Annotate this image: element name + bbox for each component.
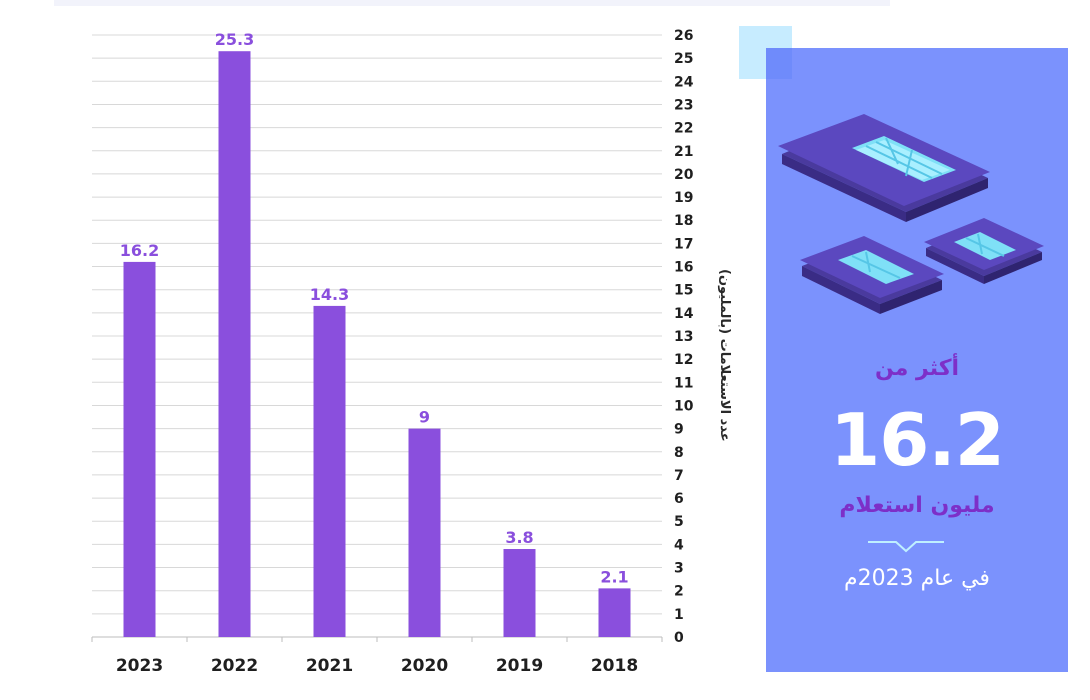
data-label-2020: 9 (419, 408, 430, 427)
y-tick-label: 20 (674, 167, 694, 183)
panel-headline: أكثر من (874, 356, 960, 381)
data-label-2018: 2.1 (600, 567, 628, 586)
y-tick-label: 3 (674, 561, 684, 577)
y-tick-label: 21 (674, 144, 693, 160)
y-axis-title: عدد الاستعلامات (بالمليون) (717, 268, 732, 442)
sim-cards-icon (778, 114, 1044, 314)
y-tick-label: 8 (674, 445, 684, 461)
data-label-2022: 25.3 (215, 30, 254, 49)
x-tick-label-2023: 2023 (116, 656, 163, 676)
y-tick-label: 11 (674, 375, 693, 391)
y-tick-label: 25 (674, 51, 693, 67)
panel-number: 16.2 (830, 398, 1005, 482)
y-tick-label: 7 (674, 468, 684, 484)
y-tick-label: 18 (674, 213, 693, 229)
bar-2019 (503, 549, 536, 637)
bar-2023 (123, 261, 156, 637)
y-tick-label: 4 (674, 537, 684, 553)
x-tick-label-2018: 2018 (591, 656, 638, 676)
x-tick-label-2021: 2021 (306, 656, 353, 676)
y-tick-label: 1 (674, 607, 684, 623)
data-label-2019: 3.8 (505, 528, 533, 547)
x-tick-label-2020: 2020 (401, 656, 448, 676)
y-tick-label: 15 (674, 283, 693, 299)
y-tick-label: 12 (674, 352, 693, 368)
y-tick-labels: 0123456789101112131415161718192021222324… (674, 28, 694, 646)
bar-2018 (598, 588, 631, 637)
y-tick-label: 6 (674, 491, 684, 507)
y-tick-label: 9 (674, 422, 684, 438)
y-tick-label: 14 (674, 306, 694, 322)
data-label-2023: 16.2 (120, 241, 159, 260)
y-tick-label: 2 (674, 584, 684, 600)
x-tick-labels: 2023 2022 2021 2020 2019 2018 (116, 656, 638, 676)
decorative-overlap (766, 48, 792, 79)
y-tick-label: 13 (674, 329, 693, 345)
y-tick-label: 5 (674, 514, 684, 530)
bar-chart: 0123456789101112131415161718192021222324… (91, 28, 694, 676)
y-tick-label: 22 (674, 121, 693, 137)
data-labels: 16.2 25.3 14.3 9 3.8 2.1 (120, 30, 629, 586)
bar-2021 (313, 305, 346, 637)
y-tick-label: 0 (674, 630, 684, 646)
bar-2022 (218, 51, 251, 637)
y-tick-label: 16 (674, 260, 693, 276)
y-tick-label: 19 (674, 190, 693, 206)
panel-unit: مليون استعلام (839, 493, 995, 518)
bars (123, 51, 631, 637)
y-tick-label: 10 (674, 398, 694, 414)
y-tick-label: 26 (674, 28, 693, 44)
y-tick-label: 23 (674, 97, 693, 113)
y-tick-label: 24 (674, 74, 694, 90)
y-tick-label: 17 (674, 236, 693, 252)
top-strip (54, 0, 890, 6)
grid-lines (91, 34, 663, 642)
bar-2020 (408, 428, 441, 637)
wave-divider (868, 541, 944, 553)
panel-year: في عام 2023م (844, 566, 990, 591)
data-label-2021: 14.3 (310, 285, 349, 304)
x-tick-label-2022: 2022 (211, 656, 258, 676)
x-tick-label-2019: 2019 (496, 656, 543, 676)
